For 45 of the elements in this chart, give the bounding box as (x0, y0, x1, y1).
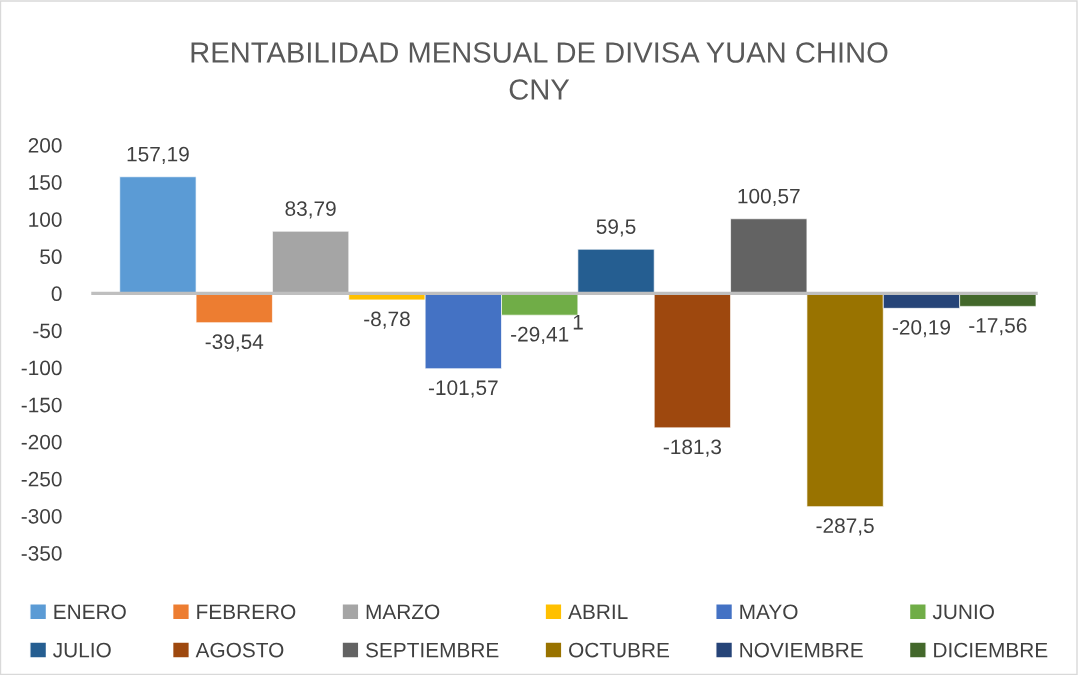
annotation: 1 (573, 315, 583, 330)
y-tick-label: -150 (21, 397, 62, 413)
data-label: -287,5 (816, 518, 874, 536)
data-label: 83,79 (285, 201, 336, 219)
legend-label: DICIEMBRE (934, 642, 1048, 658)
chart-subtitle: CNY (509, 79, 570, 100)
legend-label: FEBRERO (197, 604, 296, 620)
y-tick-label: -50 (33, 323, 62, 339)
data-label: -29,41 (511, 326, 569, 345)
y-tick-label: -250 (21, 471, 62, 487)
chart-title: RENTABILIDAD MENSUAL DE DIVISA YUAN CHINO (191, 42, 888, 63)
legend-label: NOVIEMBRE (740, 642, 863, 658)
y-tick-label: 50 (40, 249, 62, 265)
legend-label: MARZO (366, 604, 440, 620)
y-tick-label: -100 (21, 360, 62, 376)
legend-label: JUNIO (932, 604, 994, 620)
data-label: -20,19 (892, 320, 951, 338)
data-label: -39,54 (205, 334, 264, 352)
bar (653, 293, 731, 429)
y-tick-label: -350 (21, 546, 62, 561)
legend-label: OCTUBRE (569, 642, 670, 658)
bar (119, 176, 197, 294)
y-tick-label: -200 (21, 434, 62, 450)
y-tick-label: 0 (51, 286, 62, 302)
data-label: 157,19 (127, 146, 189, 164)
y-tick-label: 100 (29, 212, 62, 227)
data-label: -17,56 (969, 318, 1027, 336)
legend-label: ENERO (54, 604, 126, 620)
legend-label: SEPTIEMBRE (365, 642, 499, 658)
legend-label: AGOSTO (195, 642, 284, 658)
legend-label: ABRIL (568, 604, 628, 619)
y-tick-label: 150 (29, 175, 62, 190)
bar (577, 248, 655, 294)
legend-label: JULIO (53, 642, 111, 658)
data-label: 100,57 (738, 188, 800, 206)
data-label: -8,78 (364, 311, 410, 329)
data-label: -101,57 (428, 380, 498, 398)
bar (195, 293, 273, 324)
bar (730, 218, 808, 294)
legend-label: MAYO (740, 604, 798, 620)
y-tick-label: 200 (28, 138, 62, 153)
data-label: 59,5 (596, 219, 636, 237)
data-label: -181,3 (663, 439, 722, 457)
y-tick-label: -300 (21, 508, 62, 524)
bar (272, 230, 350, 294)
